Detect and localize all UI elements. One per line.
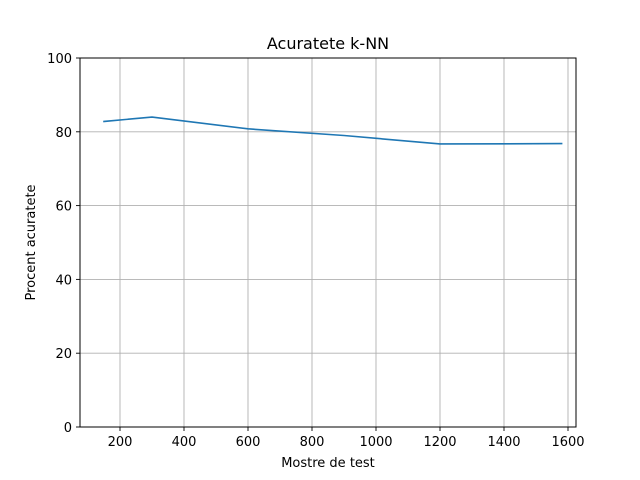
x-tick-label: 200 bbox=[108, 435, 133, 450]
chart-title: Acuratete k-NN bbox=[267, 34, 389, 53]
plot-area-frame bbox=[79, 57, 577, 428]
x-tick-label: 800 bbox=[300, 435, 325, 450]
y-tick-label: 80 bbox=[55, 126, 72, 141]
y-axis-title: Procent acuratete bbox=[24, 184, 39, 300]
x-tick-label: 1200 bbox=[423, 435, 456, 450]
x-axis-title: Mostre de test bbox=[281, 456, 375, 471]
x-tick-label: 1600 bbox=[551, 435, 584, 450]
x-tick-label: 400 bbox=[172, 435, 197, 450]
ticks: 200 400 600 800 1000 1200 1400 1600 0 20 40 60 80 100 bbox=[47, 52, 584, 450]
y-tick-label: 0 bbox=[64, 421, 72, 436]
series-layer bbox=[103, 116, 563, 145]
y-tick-label: 100 bbox=[47, 52, 72, 67]
y-tick-label: 40 bbox=[55, 273, 72, 288]
y-tick-label: 60 bbox=[55, 200, 72, 215]
y-tick-label: 20 bbox=[55, 347, 72, 362]
x-tick-label: 1400 bbox=[487, 435, 520, 450]
x-tick-label: 600 bbox=[236, 435, 261, 450]
series-line bbox=[103, 116, 563, 145]
x-tick-label: 1000 bbox=[359, 435, 392, 450]
